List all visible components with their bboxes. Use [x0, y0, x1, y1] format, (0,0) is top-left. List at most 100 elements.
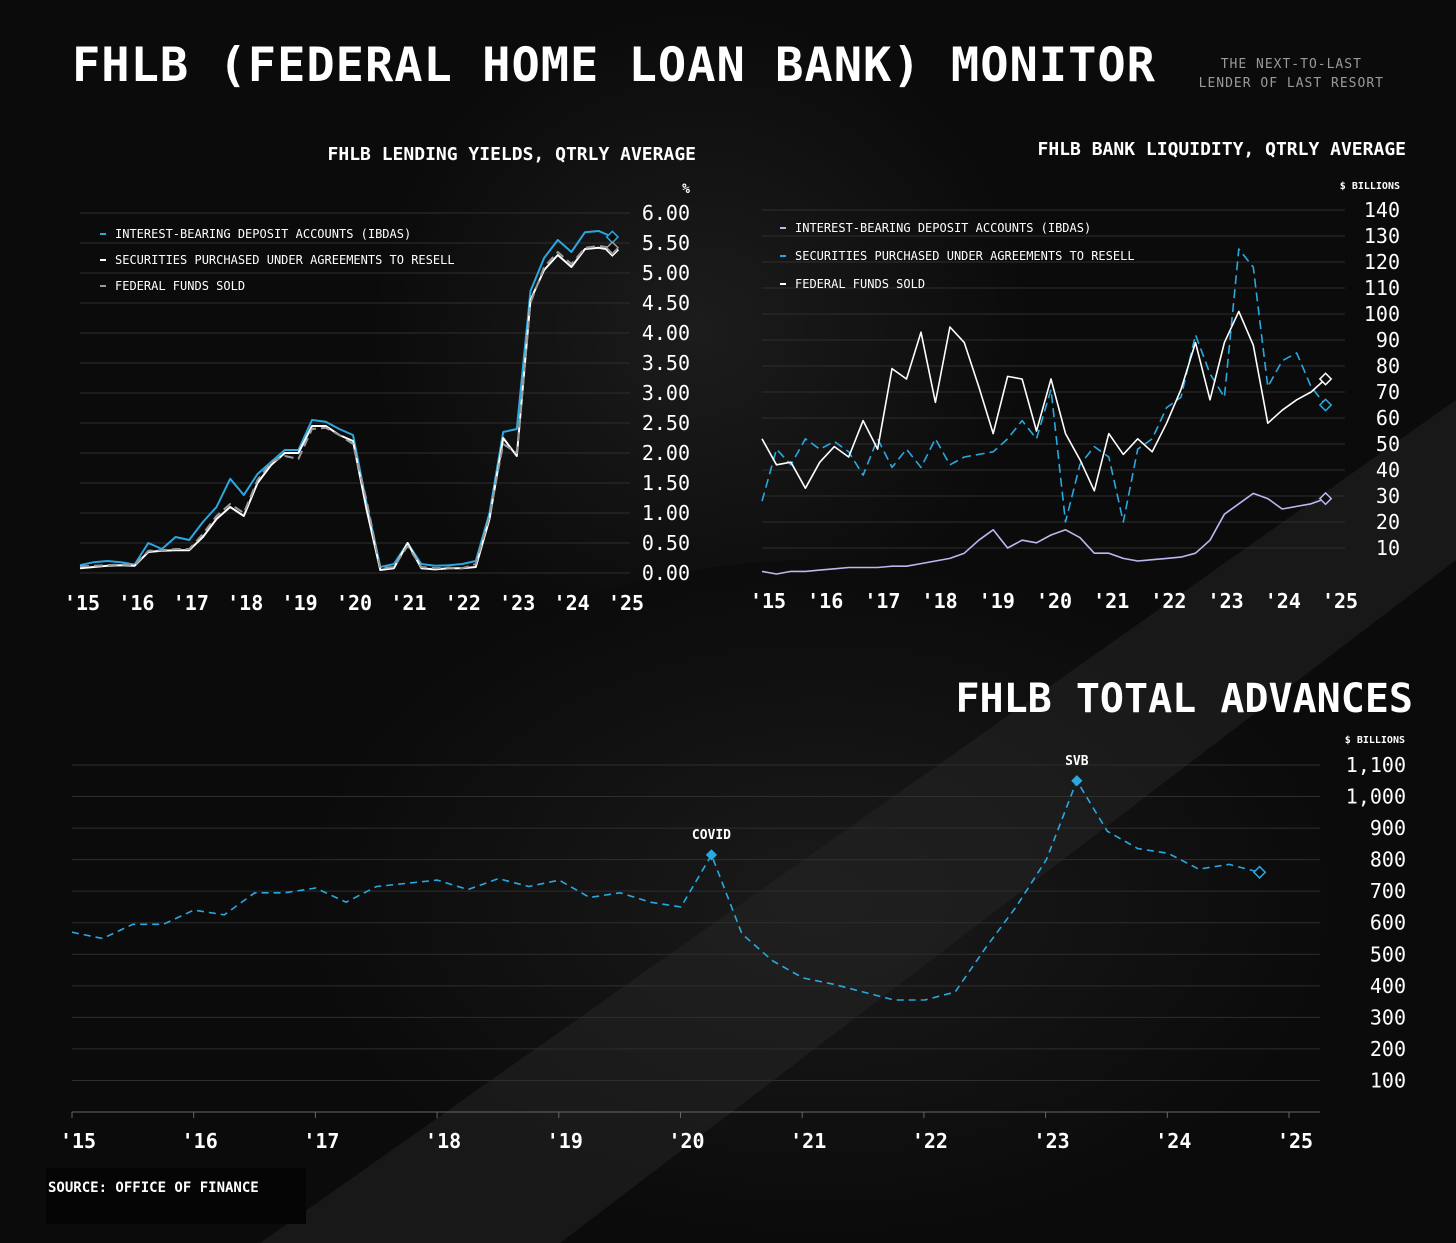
advances-y-tick-label: 600 [1370, 911, 1406, 935]
yields-y-tick-label: 2.50 [642, 411, 690, 435]
advances-x-tick-label: '25 [1277, 1129, 1313, 1153]
liquidity-series-line-0 [761, 492, 1326, 575]
liquidity-legend-label: SECURITIES PURCHASED UNDER AGREEMENTS TO… [795, 249, 1135, 263]
yields-x-tick-label: '20 [336, 591, 372, 615]
liquidity-x-tick-label: '24 [1265, 589, 1301, 613]
tagline-line-2: LENDER OF LAST RESORT [1198, 76, 1384, 91]
yields-y-tick-label: 3.50 [642, 351, 690, 375]
liquidity-y-tick-label: 40 [1376, 458, 1400, 482]
yields-y-tick-label: 5.00 [642, 261, 690, 285]
liquidity-series-line-1 [761, 248, 1327, 523]
yields-x-tick-label: '15 [64, 591, 100, 615]
advances-y-tick-label: 700 [1370, 879, 1406, 903]
yields-legend-label: INTEREST-BEARING DEPOSIT ACCOUNTS (IBDAS… [115, 227, 411, 241]
liquidity-x-tick-label: '22 [1150, 589, 1186, 613]
advances-x-tick-label: '16 [182, 1129, 218, 1153]
yields-x-tick-label: '25 [608, 591, 644, 615]
liquidity-x-tick-label: '25 [1322, 589, 1358, 613]
advances-series-line-0 [71, 779, 1260, 1001]
liquidity-end-marker-2 [1318, 372, 1333, 386]
advances-x-tick-label: '20 [668, 1129, 704, 1153]
liquidity-y-tick-label: 110 [1364, 276, 1400, 300]
yields-x-tick-label: '21 [390, 591, 426, 615]
yields-y-tick-label: 4.50 [642, 291, 690, 315]
liquidity-y-tick-label: 10 [1376, 536, 1400, 560]
advances-chart-title: FHLB TOTAL ADVANCES [955, 676, 1413, 722]
advances-y-tick-label: 400 [1370, 974, 1406, 998]
yields-y-tick-label: 1.00 [642, 501, 690, 525]
liquidity-x-tick-label: '23 [1208, 589, 1244, 613]
yields-chart-title: FHLB LENDING YIELDS, QTRLY AVERAGE [328, 144, 696, 165]
annotation-label: SVB [1065, 754, 1089, 769]
liquidity-y-tick-label: 20 [1376, 510, 1400, 534]
yields-x-tick-label: '22 [445, 591, 481, 615]
liquidity-x-tick-label: '16 [807, 589, 843, 613]
advances-y-tick-label: 900 [1370, 816, 1406, 840]
yields-x-tick-label: '24 [554, 591, 590, 615]
yields-y-tick-label: 0.00 [642, 561, 690, 585]
yields-x-tick-label: '18 [227, 591, 263, 615]
advances-x-tick-label: '24 [1155, 1129, 1191, 1153]
advances-x-tick-label: '19 [547, 1129, 583, 1153]
advances-end-marker-0 [1252, 865, 1267, 879]
tagline-line-1: THE NEXT-TO-LAST [1220, 57, 1362, 72]
advances-y-tick-label: 300 [1370, 1005, 1406, 1029]
liquidity-legend-label: FEDERAL FUNDS SOLD [795, 277, 925, 291]
advances-y-tick-label: 100 [1370, 1068, 1406, 1092]
yields-y-tick-label: 6.00 [642, 201, 690, 225]
liquidity-x-tick-label: '15 [750, 589, 786, 613]
liquidity-x-tick-label: '18 [922, 589, 958, 613]
yields-y-tick-label: 5.50 [642, 231, 690, 255]
yields-y-tick-label: 0.50 [642, 531, 690, 555]
liquidity-y-tick-label: 50 [1376, 432, 1400, 456]
advances-y-tick-label: 1,000 [1346, 785, 1406, 809]
annotation-label: COVID [692, 828, 731, 843]
liquidity-series-line-2 [761, 310, 1327, 492]
liquidity-x-tick-label: '20 [1036, 589, 1072, 613]
advances-x-tick-label: '17 [303, 1129, 339, 1153]
liquidity-y-tick-label: 120 [1364, 250, 1400, 274]
advances-x-tick-label: '23 [1034, 1129, 1070, 1153]
liquidity-chart-title: FHLB BANK LIQUIDITY, QTRLY AVERAGE [1038, 139, 1406, 160]
annotation-marker [705, 849, 718, 861]
liquidity-y-tick-label: 60 [1376, 406, 1400, 430]
liquidity-end-marker-0 [1318, 491, 1333, 506]
liquidity-x-tick-label: '19 [979, 589, 1015, 613]
liquidity-y-tick-label: 90 [1376, 328, 1400, 352]
yields-end-marker-2 [605, 241, 620, 255]
liquidity-y-tick-label: 80 [1376, 354, 1400, 378]
yields-x-tick-label: '16 [118, 591, 154, 615]
yields-x-tick-label: '17 [173, 591, 209, 615]
liquidity-y-tick-label: 30 [1376, 484, 1400, 508]
yields-series-line-2 [79, 245, 613, 570]
yields-legend-label: SECURITIES PURCHASED UNDER AGREEMENTS TO… [115, 253, 455, 267]
liquidity-end-marker-1 [1318, 398, 1333, 412]
yields-series-line-0 [79, 230, 613, 568]
yields-end-marker-0 [605, 230, 620, 244]
annotation-marker [1071, 775, 1083, 787]
liquidity-y-tick-label: 100 [1364, 302, 1400, 326]
yields-y-tick-label: 3.00 [642, 381, 690, 405]
source-note: SOURCE: OFFICE OF FINANCE [48, 1180, 259, 1196]
advances-y-tick-label: 1,100 [1346, 753, 1406, 777]
yields-unit-label: % [682, 182, 690, 197]
tagline: THE NEXT-TO-LAST LENDER OF LAST RESORT [1199, 55, 1384, 93]
advances-y-tick-label: 500 [1370, 942, 1406, 966]
yields-y-tick-label: 1.50 [642, 471, 690, 495]
liquidity-y-tick-label: 70 [1376, 380, 1400, 404]
advances-x-tick-label: '21 [790, 1129, 826, 1153]
liquidity-x-tick-label: '21 [1093, 589, 1129, 613]
liquidity-unit-label: $ BILLIONS [1340, 181, 1400, 192]
liquidity-x-tick-label: '17 [864, 589, 900, 613]
advances-y-tick-label: 800 [1370, 848, 1406, 872]
yields-y-tick-label: 4.00 [642, 321, 690, 345]
liquidity-y-tick-label: 140 [1364, 198, 1400, 222]
liquidity-y-tick-label: 130 [1364, 224, 1400, 248]
advances-y-tick-label: 200 [1370, 1037, 1406, 1061]
liquidity-legend-label: INTEREST-BEARING DEPOSIT ACCOUNTS (IBDAS… [795, 221, 1091, 235]
main-title: FHLB (FEDERAL HOME LOAN BANK) MONITOR [72, 38, 1156, 93]
